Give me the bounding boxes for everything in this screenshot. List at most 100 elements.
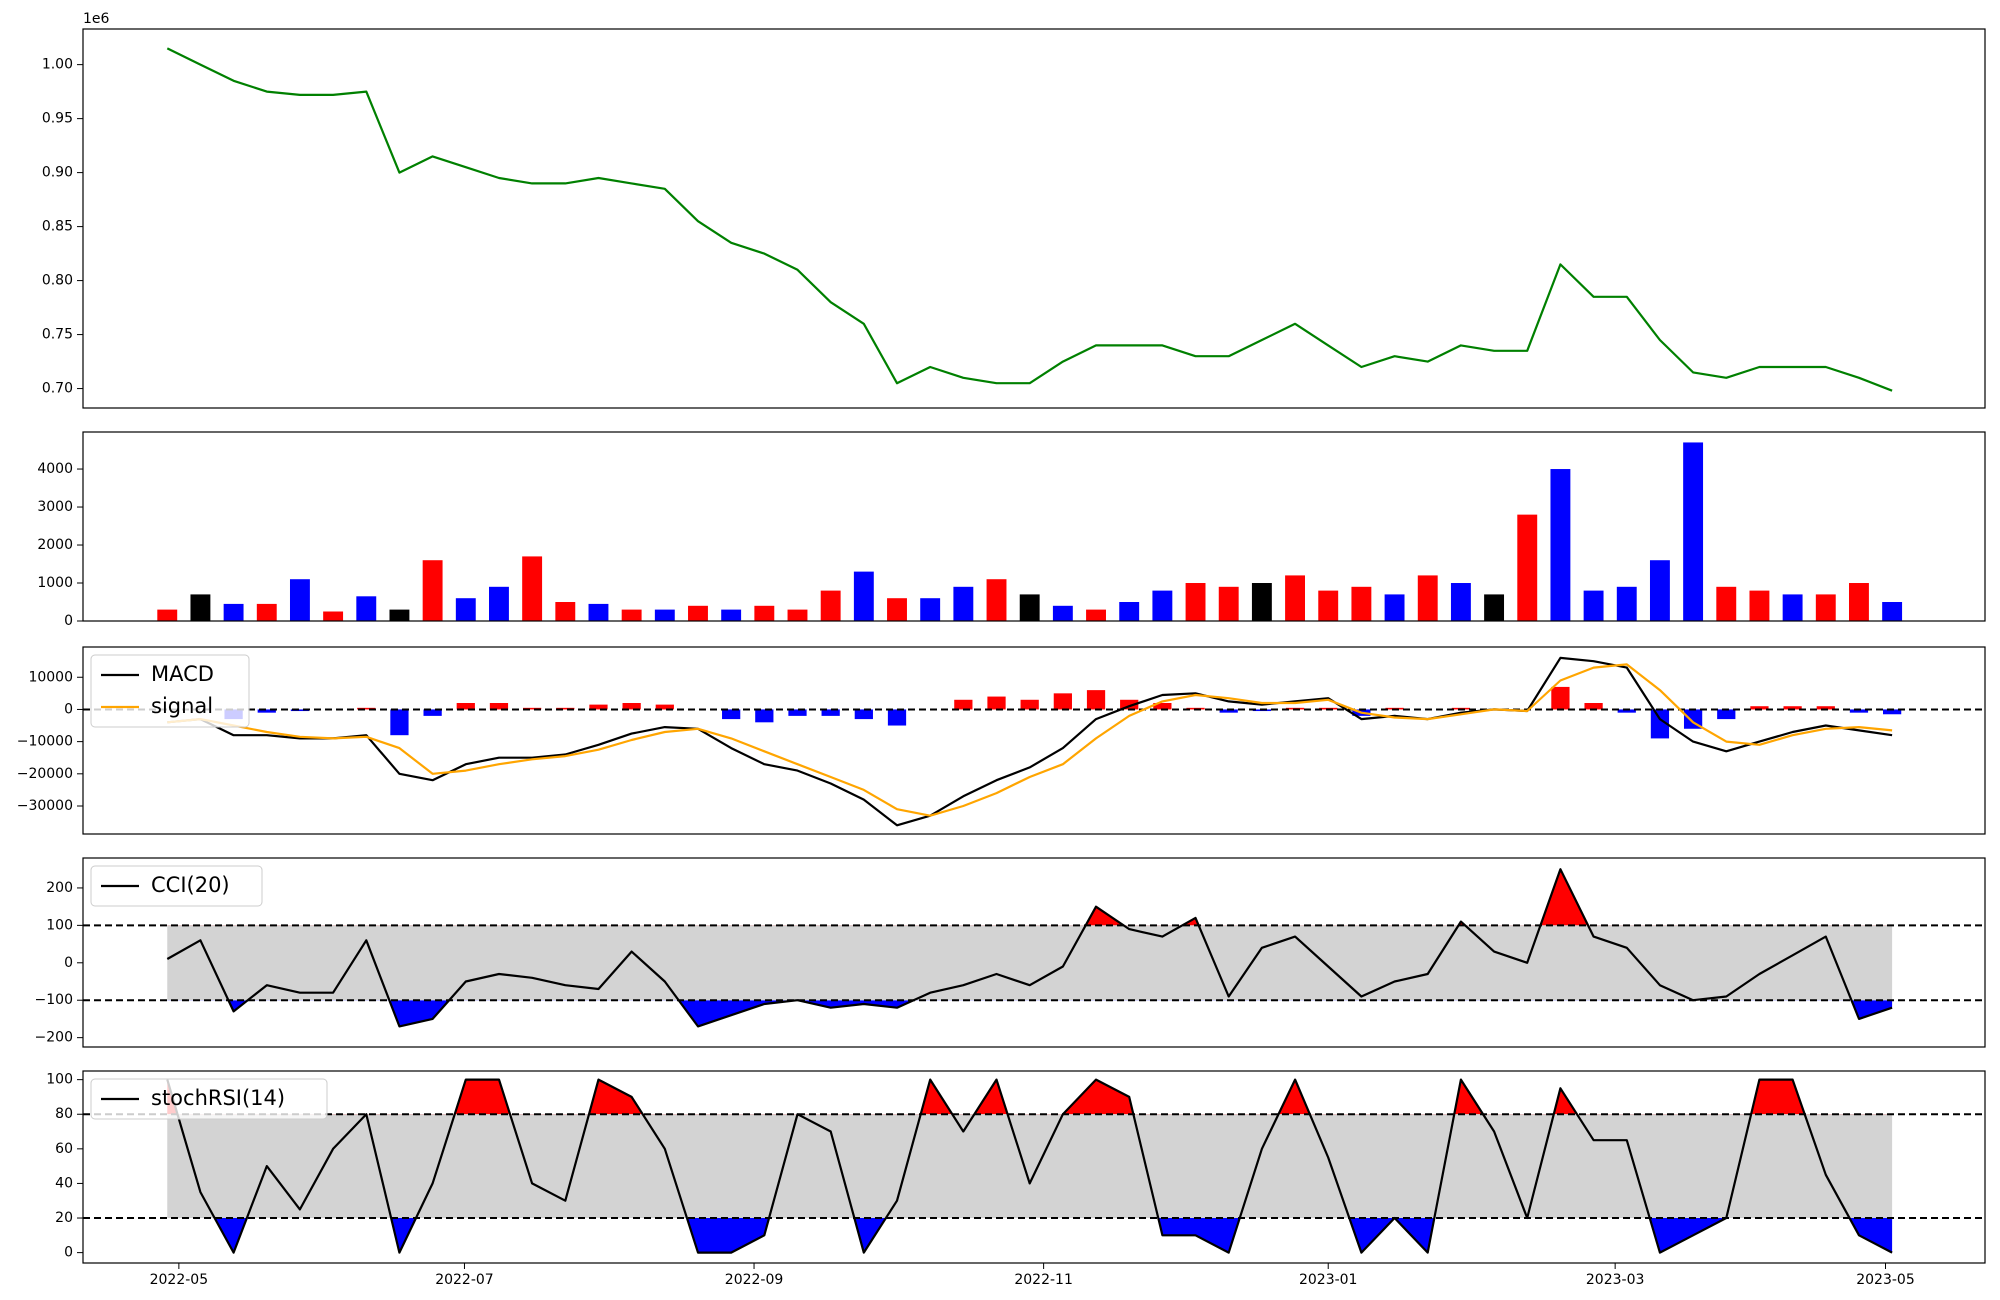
histogram-bar xyxy=(556,707,575,710)
volume-bar xyxy=(787,609,808,621)
volume-bar xyxy=(1417,575,1438,621)
y-tick-label: 60 xyxy=(55,1141,73,1157)
histogram-bar xyxy=(1816,706,1835,710)
volume-bar xyxy=(1649,560,1670,621)
volume-bar xyxy=(1185,583,1206,621)
y-tick-label: 20 xyxy=(55,1210,73,1226)
y-tick-label: 3000 xyxy=(37,499,73,515)
histogram-bar xyxy=(257,709,276,713)
histogram-bar xyxy=(1086,690,1106,710)
volume-bar xyxy=(323,611,344,621)
y-tick-label: 4000 xyxy=(37,461,73,477)
axis-offset-label: 1e6 xyxy=(83,11,110,27)
volume-bar xyxy=(1119,602,1140,621)
histogram-bar xyxy=(1219,709,1238,713)
histogram-bar xyxy=(954,699,973,710)
x-tick-label: 2023-05 xyxy=(1856,1272,1915,1288)
histogram-bar xyxy=(456,703,475,710)
y-tick-label: −200 xyxy=(35,1030,73,1046)
histogram-bar xyxy=(1020,699,1039,710)
histogram-bar xyxy=(1584,703,1603,710)
histogram-bar xyxy=(1717,709,1736,720)
histogram-bar xyxy=(887,709,907,726)
volume-bar xyxy=(356,596,377,621)
histogram-bar xyxy=(854,709,873,720)
legend-label: signal xyxy=(151,694,213,718)
volume-bar xyxy=(256,603,277,621)
volume-bar xyxy=(389,609,410,621)
volume-bar xyxy=(1218,586,1239,621)
volume-bar xyxy=(853,571,874,621)
y-tick-label: 0.80 xyxy=(42,273,73,289)
axes-frame xyxy=(82,1070,1986,1264)
y-tick-label: 0 xyxy=(64,955,73,971)
y-tick-label: 100 xyxy=(46,1072,73,1088)
volume-bar xyxy=(1152,590,1173,621)
volume-bar xyxy=(1484,594,1505,621)
y-tick-label: 0.70 xyxy=(42,381,73,397)
histogram-bar xyxy=(622,703,641,710)
y-tick-label: 80 xyxy=(55,1106,73,1122)
volume-bar xyxy=(489,586,509,621)
y-tick-label: 2000 xyxy=(37,537,73,553)
histogram-bar xyxy=(1153,703,1172,710)
y-tick-label: 1000 xyxy=(37,575,73,591)
volume-bar xyxy=(157,609,178,621)
volume-bar xyxy=(1251,583,1272,621)
y-tick-label: 0.85 xyxy=(42,219,73,235)
volume-bar xyxy=(588,603,609,621)
histogram-bar xyxy=(755,709,774,723)
histogram-bar xyxy=(987,696,1006,710)
series-line xyxy=(167,663,1893,817)
volume-bar xyxy=(1749,590,1770,621)
y-tick-label: 0.90 xyxy=(42,165,73,181)
legend-label: MACD xyxy=(151,662,214,686)
histogram-bar xyxy=(290,709,310,712)
histogram-bar xyxy=(523,707,542,710)
y-tick-label: 0 xyxy=(64,701,73,717)
volume-bar xyxy=(721,609,742,621)
histogram-bar xyxy=(1120,699,1139,710)
volume-bar xyxy=(754,605,775,621)
volume-bar xyxy=(1716,586,1737,621)
volume-bar xyxy=(1815,594,1836,621)
legend-box xyxy=(90,654,250,728)
histogram-bar xyxy=(489,703,509,710)
volume-bar xyxy=(920,598,941,621)
volume-bar xyxy=(1450,583,1471,621)
histogram-bar xyxy=(1750,706,1769,710)
volume-bar xyxy=(887,598,907,621)
histogram-bar xyxy=(655,704,674,710)
volume-bar xyxy=(1550,469,1571,621)
overbought-fill xyxy=(167,1079,1893,1115)
volume-bar xyxy=(688,605,708,621)
volume-bar xyxy=(422,560,443,621)
volume-bar xyxy=(621,609,642,621)
volume-bar xyxy=(1849,583,1869,621)
volume-bar xyxy=(654,609,675,621)
histogram-bar xyxy=(1551,686,1570,710)
legend-box xyxy=(90,1078,328,1120)
series-line xyxy=(167,656,1893,827)
volume-bar xyxy=(1086,609,1106,621)
histogram-bar xyxy=(1053,693,1072,710)
histogram-bar xyxy=(357,707,376,710)
y-tick-label: −20000 xyxy=(17,766,73,782)
y-tick-label: −30000 xyxy=(17,798,73,814)
volume-bar xyxy=(1517,514,1538,621)
volume-bar xyxy=(1318,590,1339,621)
volume-bar xyxy=(522,556,543,621)
volume-bar xyxy=(1616,586,1637,621)
histogram-bar xyxy=(390,709,409,736)
x-tick-label: 2022-11 xyxy=(1014,1272,1073,1288)
series-line xyxy=(166,1078,1893,1254)
axes-frame xyxy=(82,431,1986,622)
y-tick-label: 40 xyxy=(55,1175,73,1191)
volume-bar xyxy=(986,579,1007,621)
volume-bar xyxy=(289,579,310,621)
y-tick-label: 0 xyxy=(64,613,73,629)
y-tick-label: 1.00 xyxy=(42,57,73,73)
histogram-bar xyxy=(1883,709,1902,715)
histogram-bar xyxy=(589,704,608,710)
